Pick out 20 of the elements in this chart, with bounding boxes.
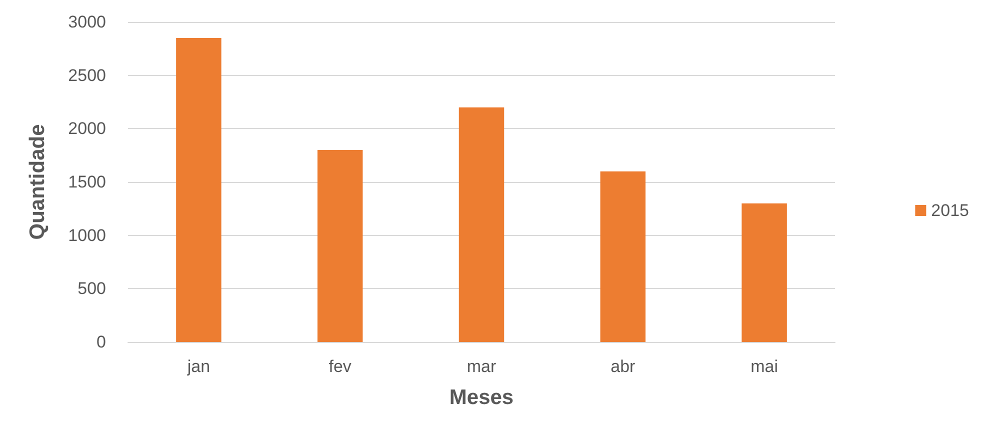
y-tick-label: 500 [78,279,106,298]
y-tick-label: 0 [96,332,106,352]
bar [317,150,363,342]
x-tick-label: mai [750,357,778,376]
y-axis-title: Quantidade [26,124,49,240]
x-tick-label: fev [328,357,352,376]
y-tick-label: 1000 [68,226,106,245]
bar [600,171,646,342]
x-tick-label: mar [466,357,496,376]
y-tick-label: 2000 [68,119,106,138]
x-tick-label: jan [186,357,210,376]
x-axis-title: Meses [449,386,514,409]
legend-label: 2015 [931,201,970,220]
y-tick-label: 2500 [68,66,106,85]
bar [742,203,787,342]
y-tick-label: 3000 [68,12,106,32]
x-tick-label: abr [610,357,636,376]
y-tick-label: 1500 [68,172,106,192]
bar [458,107,504,342]
bar [176,38,222,342]
